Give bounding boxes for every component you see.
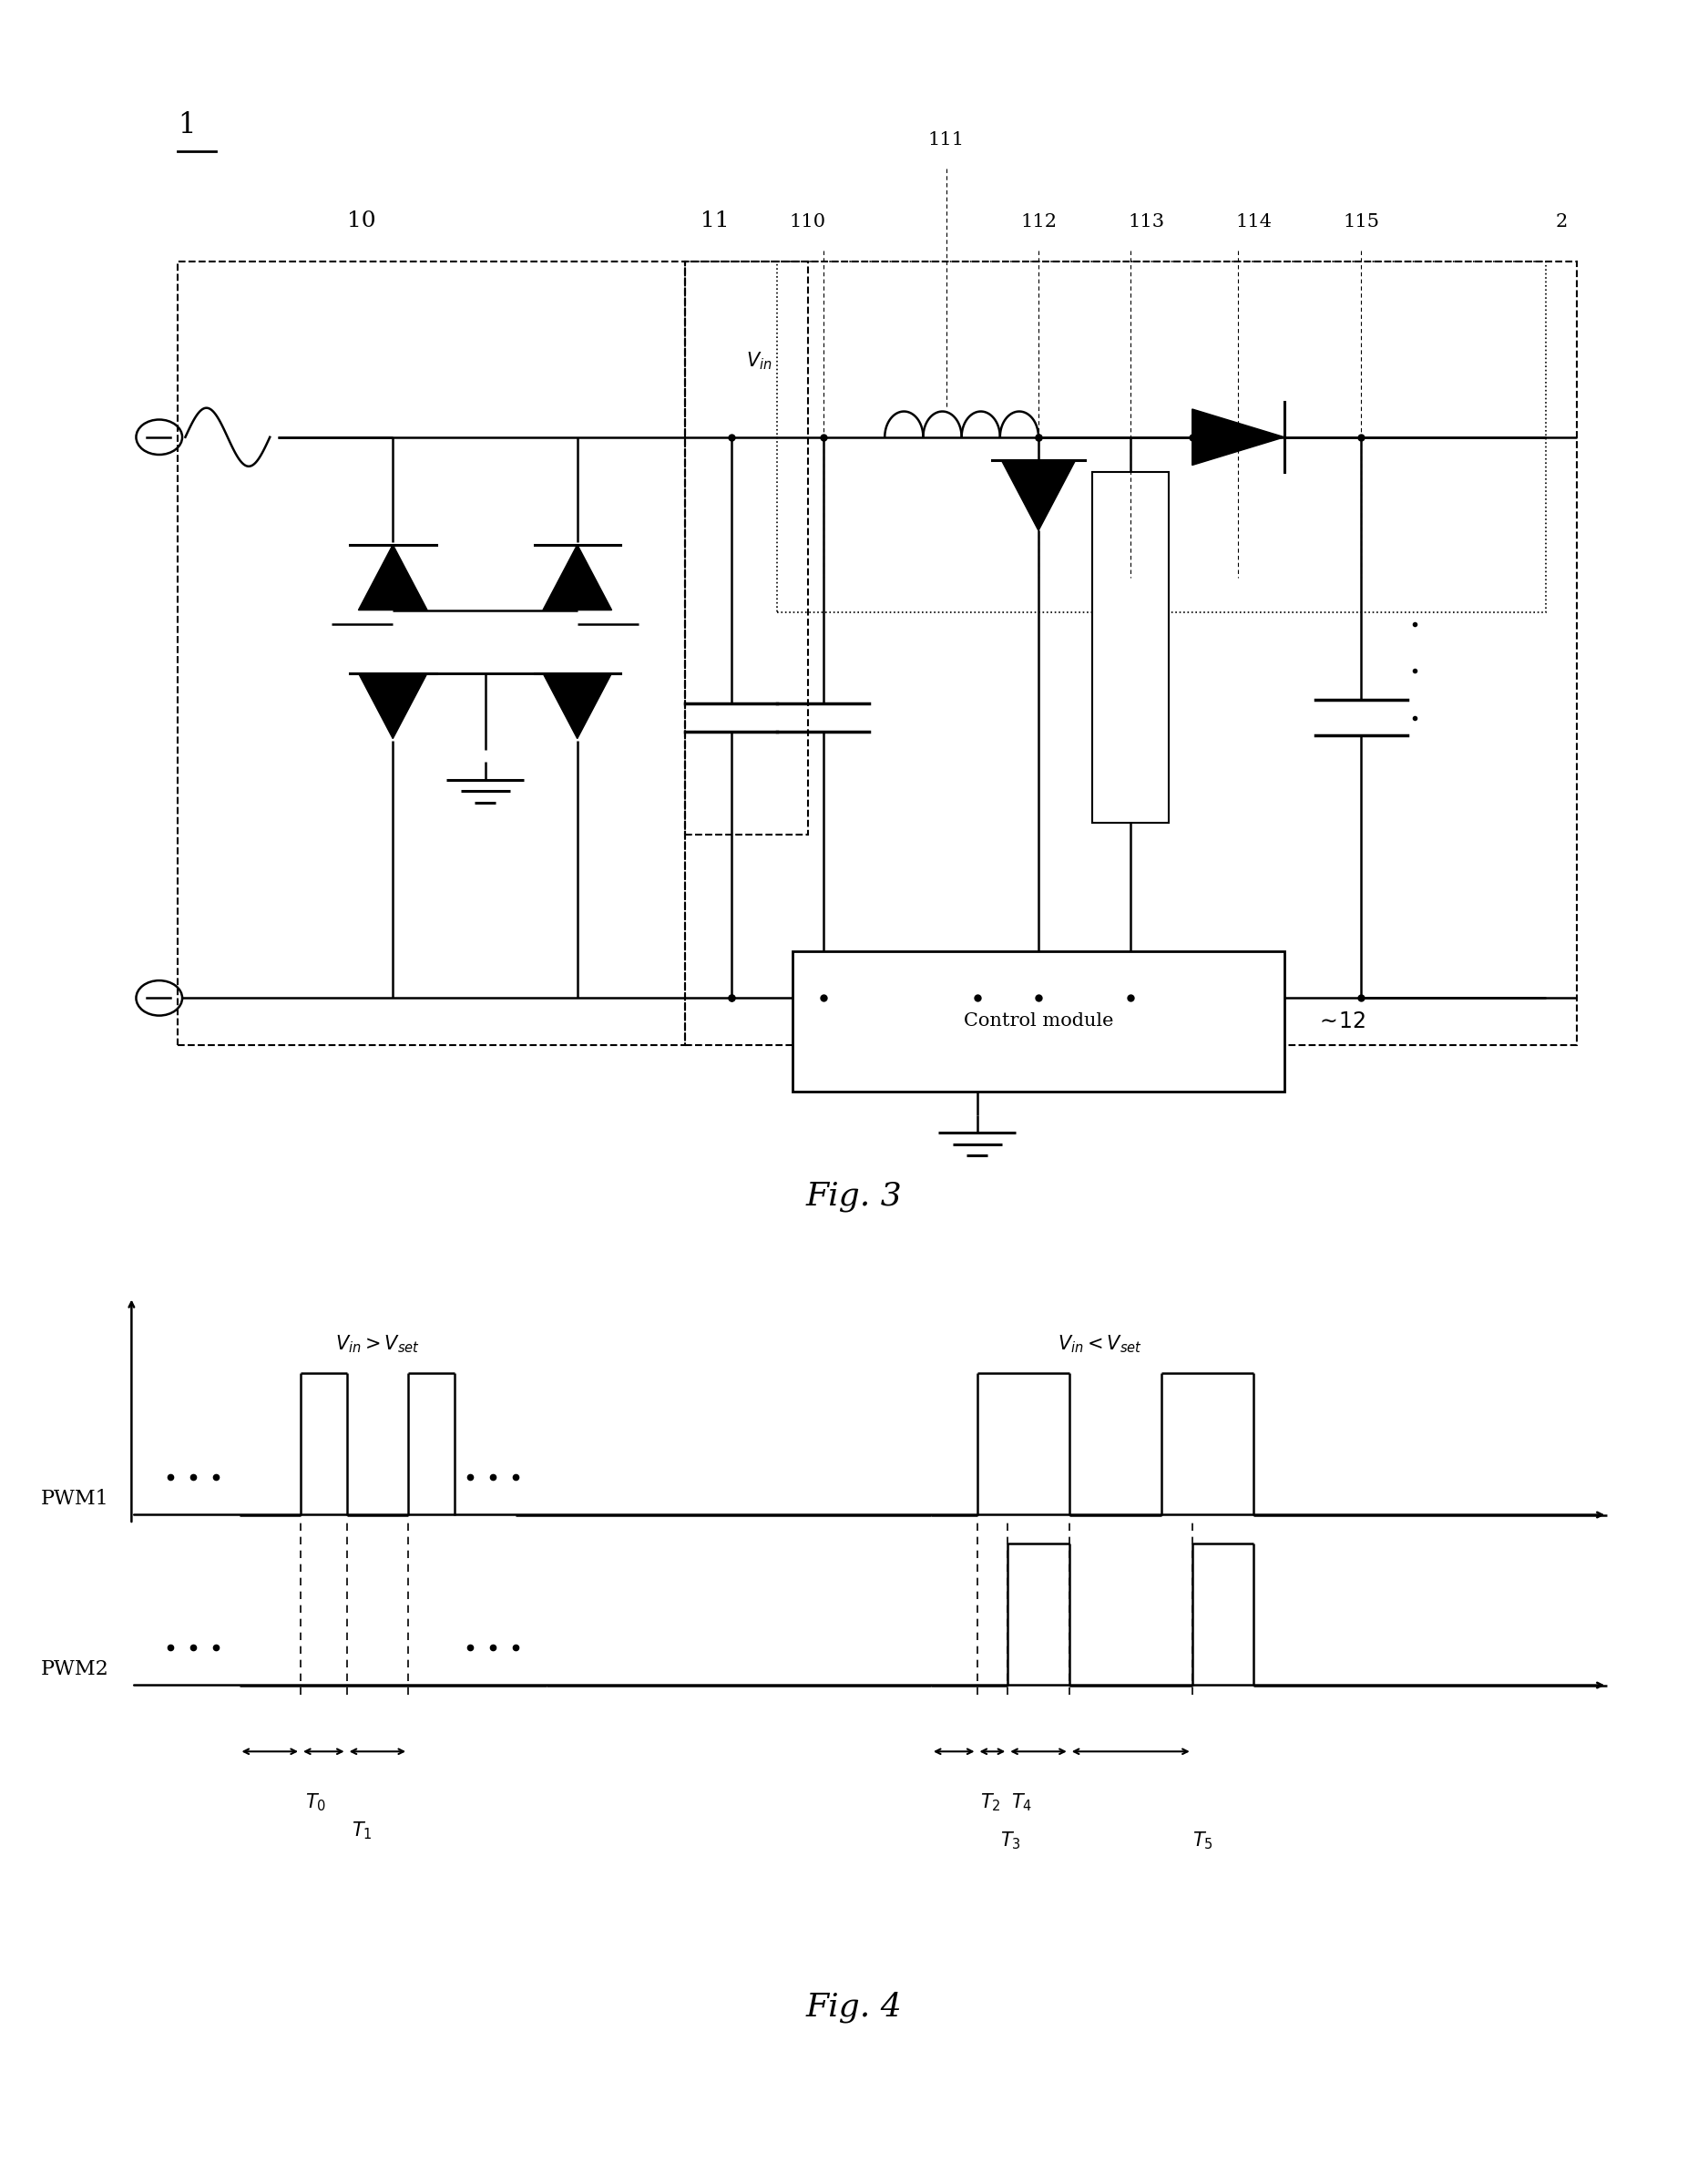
- Text: $T_3$: $T_3$: [1001, 1831, 1021, 1850]
- Polygon shape: [359, 545, 427, 610]
- Text: 2: 2: [1554, 212, 1568, 229]
- Text: $V_{in}<V_{set}$: $V_{in}<V_{set}$: [1057, 1333, 1143, 1355]
- Bar: [777, 262, 1546, 612]
- Bar: [685, 262, 1576, 1045]
- Text: Fig. 4: Fig. 4: [806, 1991, 902, 2023]
- Text: 10: 10: [347, 210, 376, 232]
- Text: Fig. 3: Fig. 3: [806, 1182, 902, 1212]
- Polygon shape: [1001, 461, 1076, 530]
- Bar: [793, 952, 1284, 1091]
- Text: $T_4$: $T_4$: [1011, 1792, 1032, 1813]
- Text: PWM1: PWM1: [41, 1489, 109, 1508]
- Text: 11: 11: [700, 210, 729, 232]
- Text: 115: 115: [1342, 212, 1380, 229]
- Text: 110: 110: [789, 212, 827, 229]
- Text: 114: 114: [1235, 212, 1272, 229]
- Bar: [178, 262, 685, 1045]
- Text: 1: 1: [178, 110, 195, 141]
- Text: $T_5$: $T_5$: [1192, 1831, 1213, 1850]
- Text: $T_0$: $T_0$: [306, 1792, 326, 1813]
- Text: Control module: Control module: [963, 1013, 1114, 1030]
- Text: $T_2$: $T_2$: [980, 1792, 1001, 1813]
- Polygon shape: [1192, 409, 1284, 465]
- Text: 113: 113: [1127, 212, 1165, 229]
- Polygon shape: [543, 545, 611, 610]
- Bar: [1093, 472, 1170, 822]
- Text: $T_1$: $T_1$: [352, 1820, 372, 1842]
- Text: $V_{in}$: $V_{in}$: [746, 351, 772, 372]
- Text: PWM2: PWM2: [41, 1660, 109, 1679]
- Text: $V_{in}>V_{set}$: $V_{in}>V_{set}$: [335, 1333, 420, 1355]
- Text: 111: 111: [927, 132, 965, 149]
- Text: 112: 112: [1020, 212, 1057, 229]
- Polygon shape: [359, 673, 427, 738]
- Bar: [685, 262, 808, 835]
- Text: $\sim\!12$: $\sim\!12$: [1315, 1011, 1365, 1032]
- Polygon shape: [543, 673, 611, 738]
